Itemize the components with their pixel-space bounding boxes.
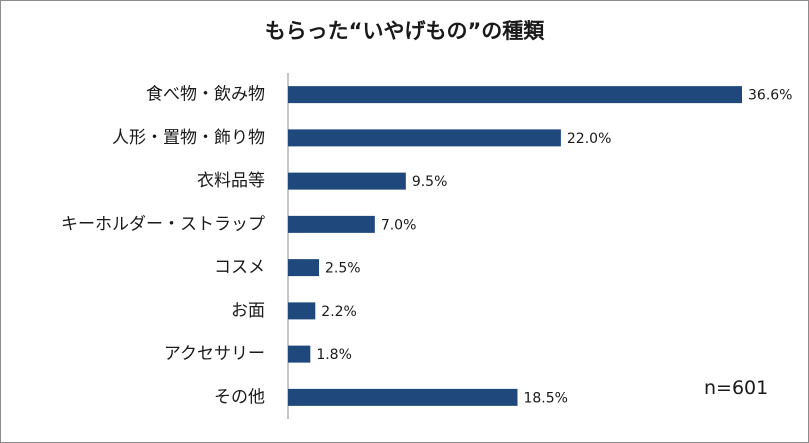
bar	[288, 302, 316, 320]
bar	[288, 86, 742, 104]
bar	[288, 259, 320, 277]
data-label: 36.6%	[748, 88, 792, 104]
category-label: その他	[214, 387, 265, 407]
data-label: 7.0%	[381, 217, 417, 233]
chart-title: もらった“いやげもの”の種類	[264, 19, 545, 43]
bar	[288, 172, 406, 190]
bar	[288, 345, 311, 363]
category-label: 人形・置物・飾り物	[112, 128, 265, 148]
category-label: コスメ	[214, 258, 265, 278]
sample-size-note: n=601	[704, 377, 769, 399]
data-label: 2.5%	[325, 261, 361, 277]
category-label: お面	[231, 301, 265, 321]
bar	[288, 215, 375, 233]
category-label: 衣料品等	[197, 171, 265, 191]
bar	[288, 388, 518, 406]
data-label: 22.0%	[567, 131, 611, 147]
data-label: 18.5%	[523, 390, 567, 406]
data-label: 9.5%	[412, 174, 448, 190]
bar	[288, 129, 561, 147]
data-label: 1.8%	[316, 347, 352, 363]
category-label: 食べ物・飲み物	[146, 85, 265, 105]
category-label: キーホルダー・ストラップ	[61, 214, 265, 234]
data-label: 2.2%	[321, 304, 357, 320]
category-label: アクセサリー	[164, 344, 265, 364]
